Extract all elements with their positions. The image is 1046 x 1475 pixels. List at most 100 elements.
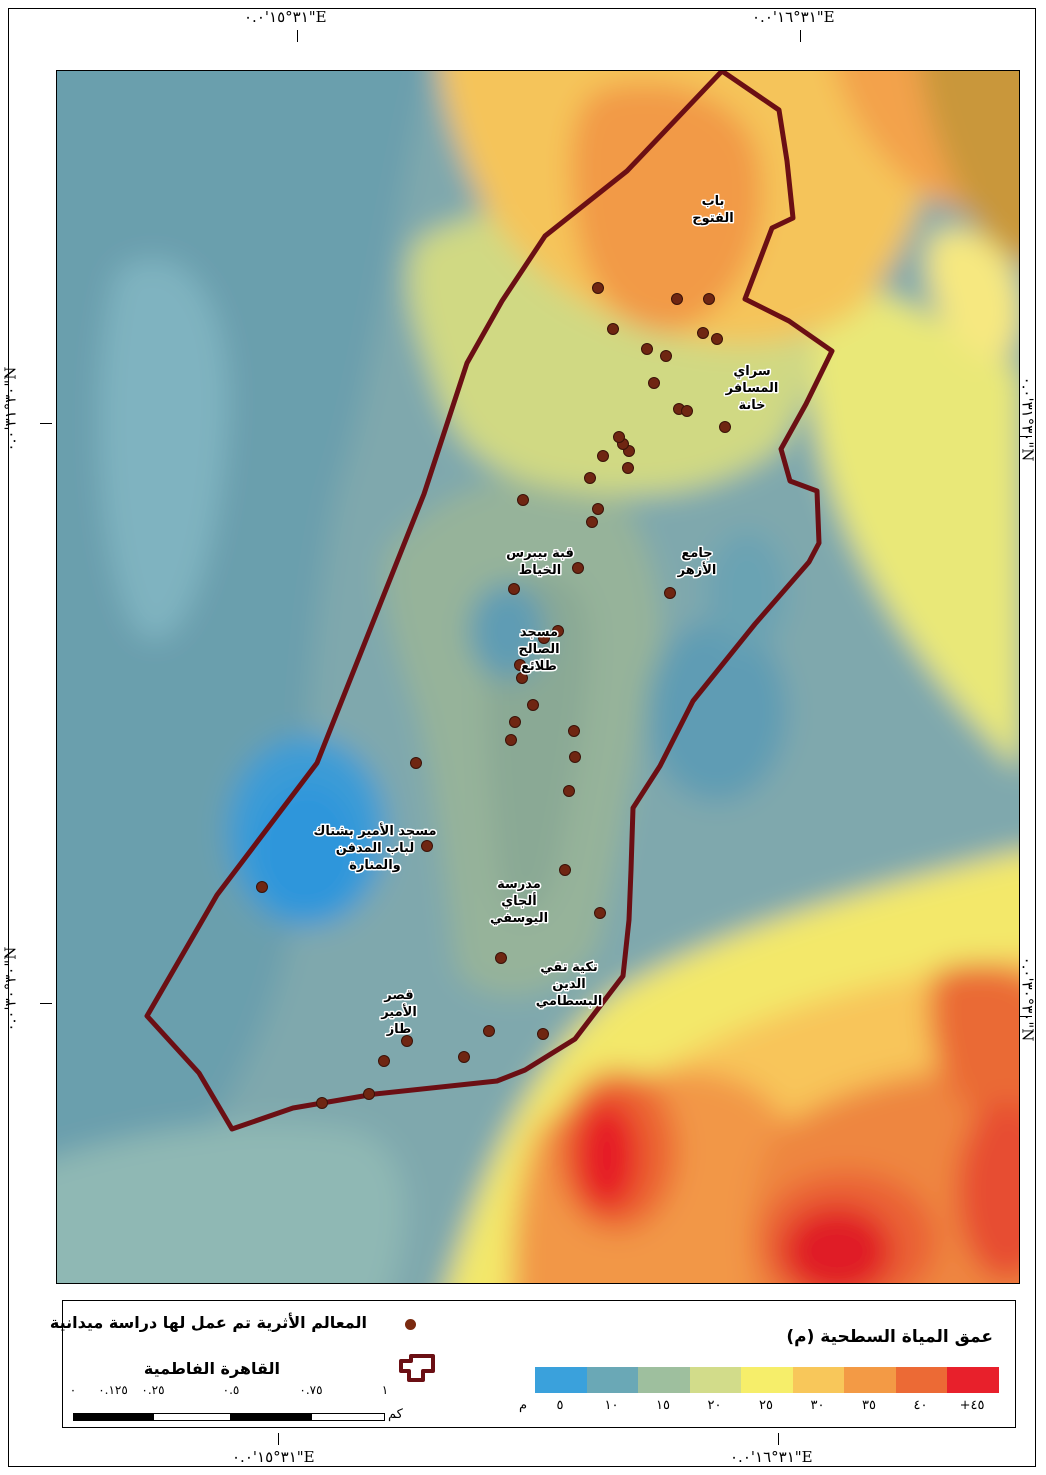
scale-label: ٠.١٢٥ (98, 1383, 128, 1397)
ramp-class-3 (638, 1367, 690, 1393)
site-dot-icon[interactable] (517, 494, 529, 506)
ramp-label: ٢٠ (707, 1398, 722, 1413)
coord-bottom-2: ٣١°١٦'٠.٠"E (730, 1448, 813, 1466)
scale-label: ٠.٧٥ (299, 1383, 323, 1397)
site-dot-icon[interactable] (660, 350, 672, 362)
ramp-label: ٥ (556, 1398, 564, 1413)
coord-top-2: ٣١°١٦'٠.٠"E (752, 8, 835, 26)
scale-bar-seg-2 (153, 1413, 231, 1421)
ramp-class-7 (844, 1367, 896, 1393)
site-dot-icon[interactable] (719, 421, 731, 433)
site-dot-icon[interactable] (563, 785, 575, 797)
site-dot-icon[interactable] (316, 1097, 328, 1109)
coord-bottom-1: ٣١°١٥'٠.٠"E (232, 1448, 315, 1466)
ramp-label: ٣٠ (810, 1398, 825, 1413)
site-dot-icon[interactable] (256, 881, 268, 893)
ramp-label: ١٠ (604, 1398, 619, 1413)
coord-left-2: ٣٠°٣٠'٠.٠"N (1, 946, 20, 1032)
site-label: سراي المسافر خانة (725, 364, 779, 413)
scale-unit: كم (388, 1407, 403, 1422)
site-dot-icon[interactable] (495, 952, 507, 964)
tick-bottom-1 (278, 1433, 279, 1445)
ramp-label: +٤٥ (959, 1398, 985, 1413)
scale-label: ١ (381, 1383, 389, 1397)
site-dot-icon[interactable] (514, 659, 526, 671)
site-labels: باب الفتوح سراي المسافر خانة قبة بيبرس الخياط ج… (312, 193, 780, 1039)
site-dot-icon[interactable] (569, 751, 581, 763)
coord-left-1: ٣٠°٣١'٠.٠"N (1, 366, 20, 452)
site-label: جامع الأزهر (677, 546, 717, 578)
site-dot-icon[interactable] (586, 516, 598, 528)
site-dot-icon[interactable] (537, 1028, 549, 1040)
tick-left-1 (40, 423, 52, 424)
site-dot-icon[interactable] (641, 343, 653, 355)
site-dot-icon[interactable] (421, 840, 433, 852)
site-dot-icon[interactable] (697, 327, 709, 339)
scale-bar: ٠ ٠.١٢٥ ٠.٢٥ ٠.٥ ٠.٧٥ ١ كم (70, 1383, 403, 1422)
site-dot-icon[interactable] (597, 450, 609, 462)
site-dot-icon[interactable] (592, 503, 604, 515)
site-dot-icon[interactable] (568, 725, 580, 737)
site-dot-icon[interactable] (363, 1088, 375, 1100)
site-dot-icon[interactable] (509, 716, 521, 728)
scale-bar-seg-3 (231, 1413, 311, 1421)
site-dot-icon[interactable] (401, 1035, 413, 1047)
site-label: قبة بيبرس الخياط (506, 546, 574, 578)
tick-right-1 (1020, 436, 1032, 437)
site-dot-icon[interactable] (527, 699, 539, 711)
site-dot-icon[interactable] (648, 377, 660, 389)
map-frame (8, 8, 1036, 1467)
site-label: مدرسة ألجاي اليوسفي (490, 877, 548, 926)
site-dot-icon[interactable] (592, 282, 604, 294)
legend-sites-label: المعالم الأثرية تم عمل لها دراسة ميدانية (49, 1313, 367, 1332)
site-dot-icon[interactable] (559, 864, 571, 876)
ramp-label: ٤٠ (913, 1398, 928, 1413)
site-dot-icon[interactable] (505, 734, 517, 746)
ramp-class-2 (586, 1367, 638, 1393)
site-dot-icon[interactable] (458, 1051, 470, 1063)
ramp-class-5 (741, 1367, 793, 1393)
site-dot-icon[interactable] (711, 333, 723, 345)
scale-bar-seg-4 (311, 1413, 385, 1421)
site-dot-icon[interactable] (538, 632, 550, 644)
site-dot-icon[interactable] (594, 907, 606, 919)
site-dot-icon[interactable] (584, 472, 596, 484)
groundwater-depth-map[interactable]: باب الفتوح سراي المسافر خانة قبة بيبرس الخياط ج… (56, 70, 1020, 1284)
site-dot-icon[interactable] (664, 587, 676, 599)
site-dot-icon[interactable] (703, 293, 715, 305)
ramp-class-9 (947, 1367, 999, 1393)
site-dot-icon[interactable] (410, 757, 422, 769)
ramp-unit: م (519, 1398, 528, 1413)
depth-raster (57, 71, 1019, 1283)
ramp-labels: ٥ ١٠ ١٥ ٢٠ ٢٥ ٣٠ ٣٥ ٤٠ +٤٥ (535, 1398, 999, 1418)
ramp-label: ١٥ (656, 1398, 670, 1413)
fatimid-cairo-boundary (144, 71, 835, 1132)
scale-bar-seg-1 (73, 1413, 153, 1421)
legend: عمق المياة السطحية (م) م ٥ ١٠ ١٥ ٢٠ ٢٥ ٣٠ ٣٥ ٤٠… (50, 1300, 1016, 1428)
site-dot-icon[interactable] (681, 405, 693, 417)
depth-color-ramp (535, 1367, 999, 1393)
coord-right-2: ٣٠°٣٠'٠.٠"N (1018, 956, 1037, 1042)
scale-label: ٠.٥ (222, 1383, 240, 1397)
ramp-class-4 (689, 1367, 741, 1393)
site-dot-icon[interactable] (483, 1025, 495, 1037)
coord-right-1: ٣٠°٣١'٠.٠"N (1018, 376, 1037, 462)
site-label: تكية تقي الدين البسطامي (536, 960, 603, 1009)
site-dot-icon[interactable] (607, 323, 619, 335)
ramp-class-8 (895, 1367, 947, 1393)
tick-left-2 (40, 1003, 52, 1004)
site-dot-icon[interactable] (622, 462, 634, 474)
site-label: مسجد الأمير بشتاك لباب المدفن والمنارة (314, 822, 437, 873)
legend-boundary-label: القاهرة الفاطمية (143, 1359, 280, 1378)
site-dot-icon[interactable] (516, 672, 528, 684)
tick-right-2 (1020, 1016, 1032, 1017)
site-dot-icon[interactable] (572, 562, 584, 574)
site-dot-icon[interactable] (671, 293, 683, 305)
site-dot-icon[interactable] (378, 1055, 390, 1067)
site-dot-icon[interactable] (508, 583, 520, 595)
ramp-label: ٢٥ (759, 1398, 773, 1413)
coord-top-1: ٣١°١٥'٠.٠"E (244, 8, 327, 26)
tick-top-1 (297, 30, 298, 42)
site-dot-icon[interactable] (613, 431, 625, 443)
site-dot-icon[interactable] (552, 625, 564, 637)
